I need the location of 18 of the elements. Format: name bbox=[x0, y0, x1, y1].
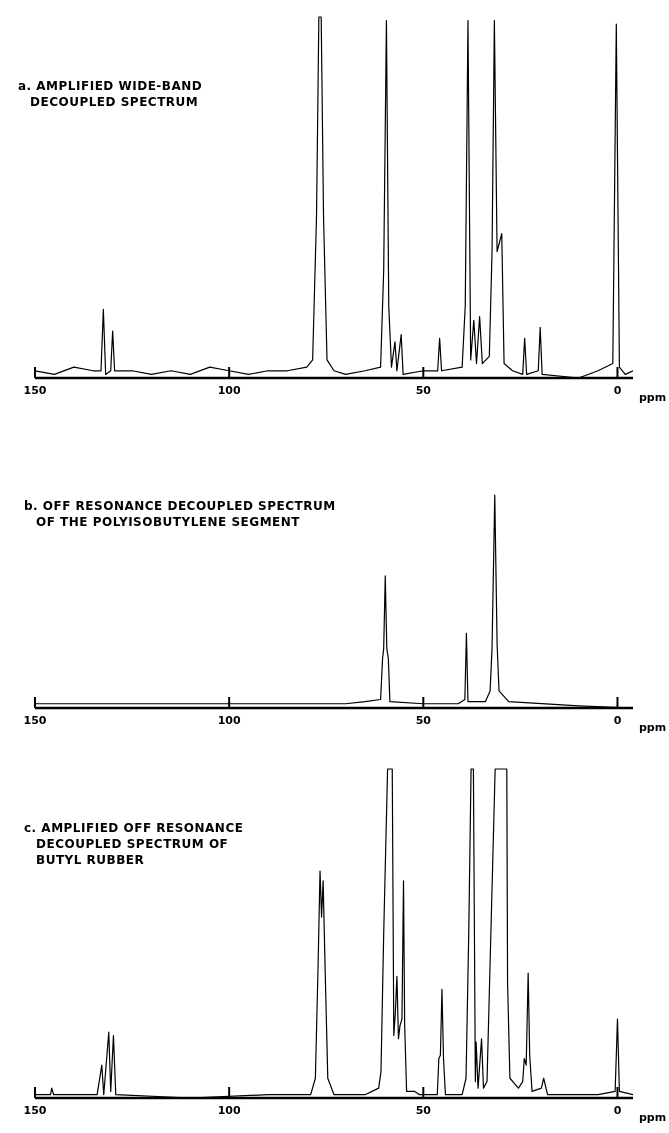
x-tick-label: 0 bbox=[613, 1104, 622, 1117]
x-tick-label: 100 bbox=[217, 714, 241, 727]
x-tick-label: 100 bbox=[217, 1104, 241, 1117]
text: c. AMPLIFIED OFF RESONANCE DECOUPLED SPECTRUM OF BUTYL RUBBER bbox=[24, 820, 244, 868]
x-tick-label: 100 bbox=[217, 384, 241, 397]
x-axis-title: ppm bbox=[639, 1110, 667, 1124]
x-tick-label: 50 bbox=[415, 714, 432, 727]
x-axis-title: ppm bbox=[639, 390, 667, 404]
text: b. OFF RESONANCE DECOUPLED SPECTRUM OF THE POLYISOBUTYLENE SEGMENT bbox=[24, 498, 336, 530]
x-tick-label: 50 bbox=[415, 384, 432, 397]
x-tick-label: 0 bbox=[613, 714, 622, 727]
x-tick-label: 150 bbox=[23, 384, 47, 397]
x-axis-title: ppm bbox=[639, 720, 667, 734]
x-tick-label: 150 bbox=[23, 1104, 47, 1117]
x-tick-label: 150 bbox=[23, 714, 47, 727]
x-tick-label: 50 bbox=[415, 1104, 432, 1117]
text: a. AMPLIFIED WIDE-BAND DECOUPLED SPECTRUM bbox=[18, 78, 203, 110]
x-tick-label: 0 bbox=[613, 384, 622, 397]
